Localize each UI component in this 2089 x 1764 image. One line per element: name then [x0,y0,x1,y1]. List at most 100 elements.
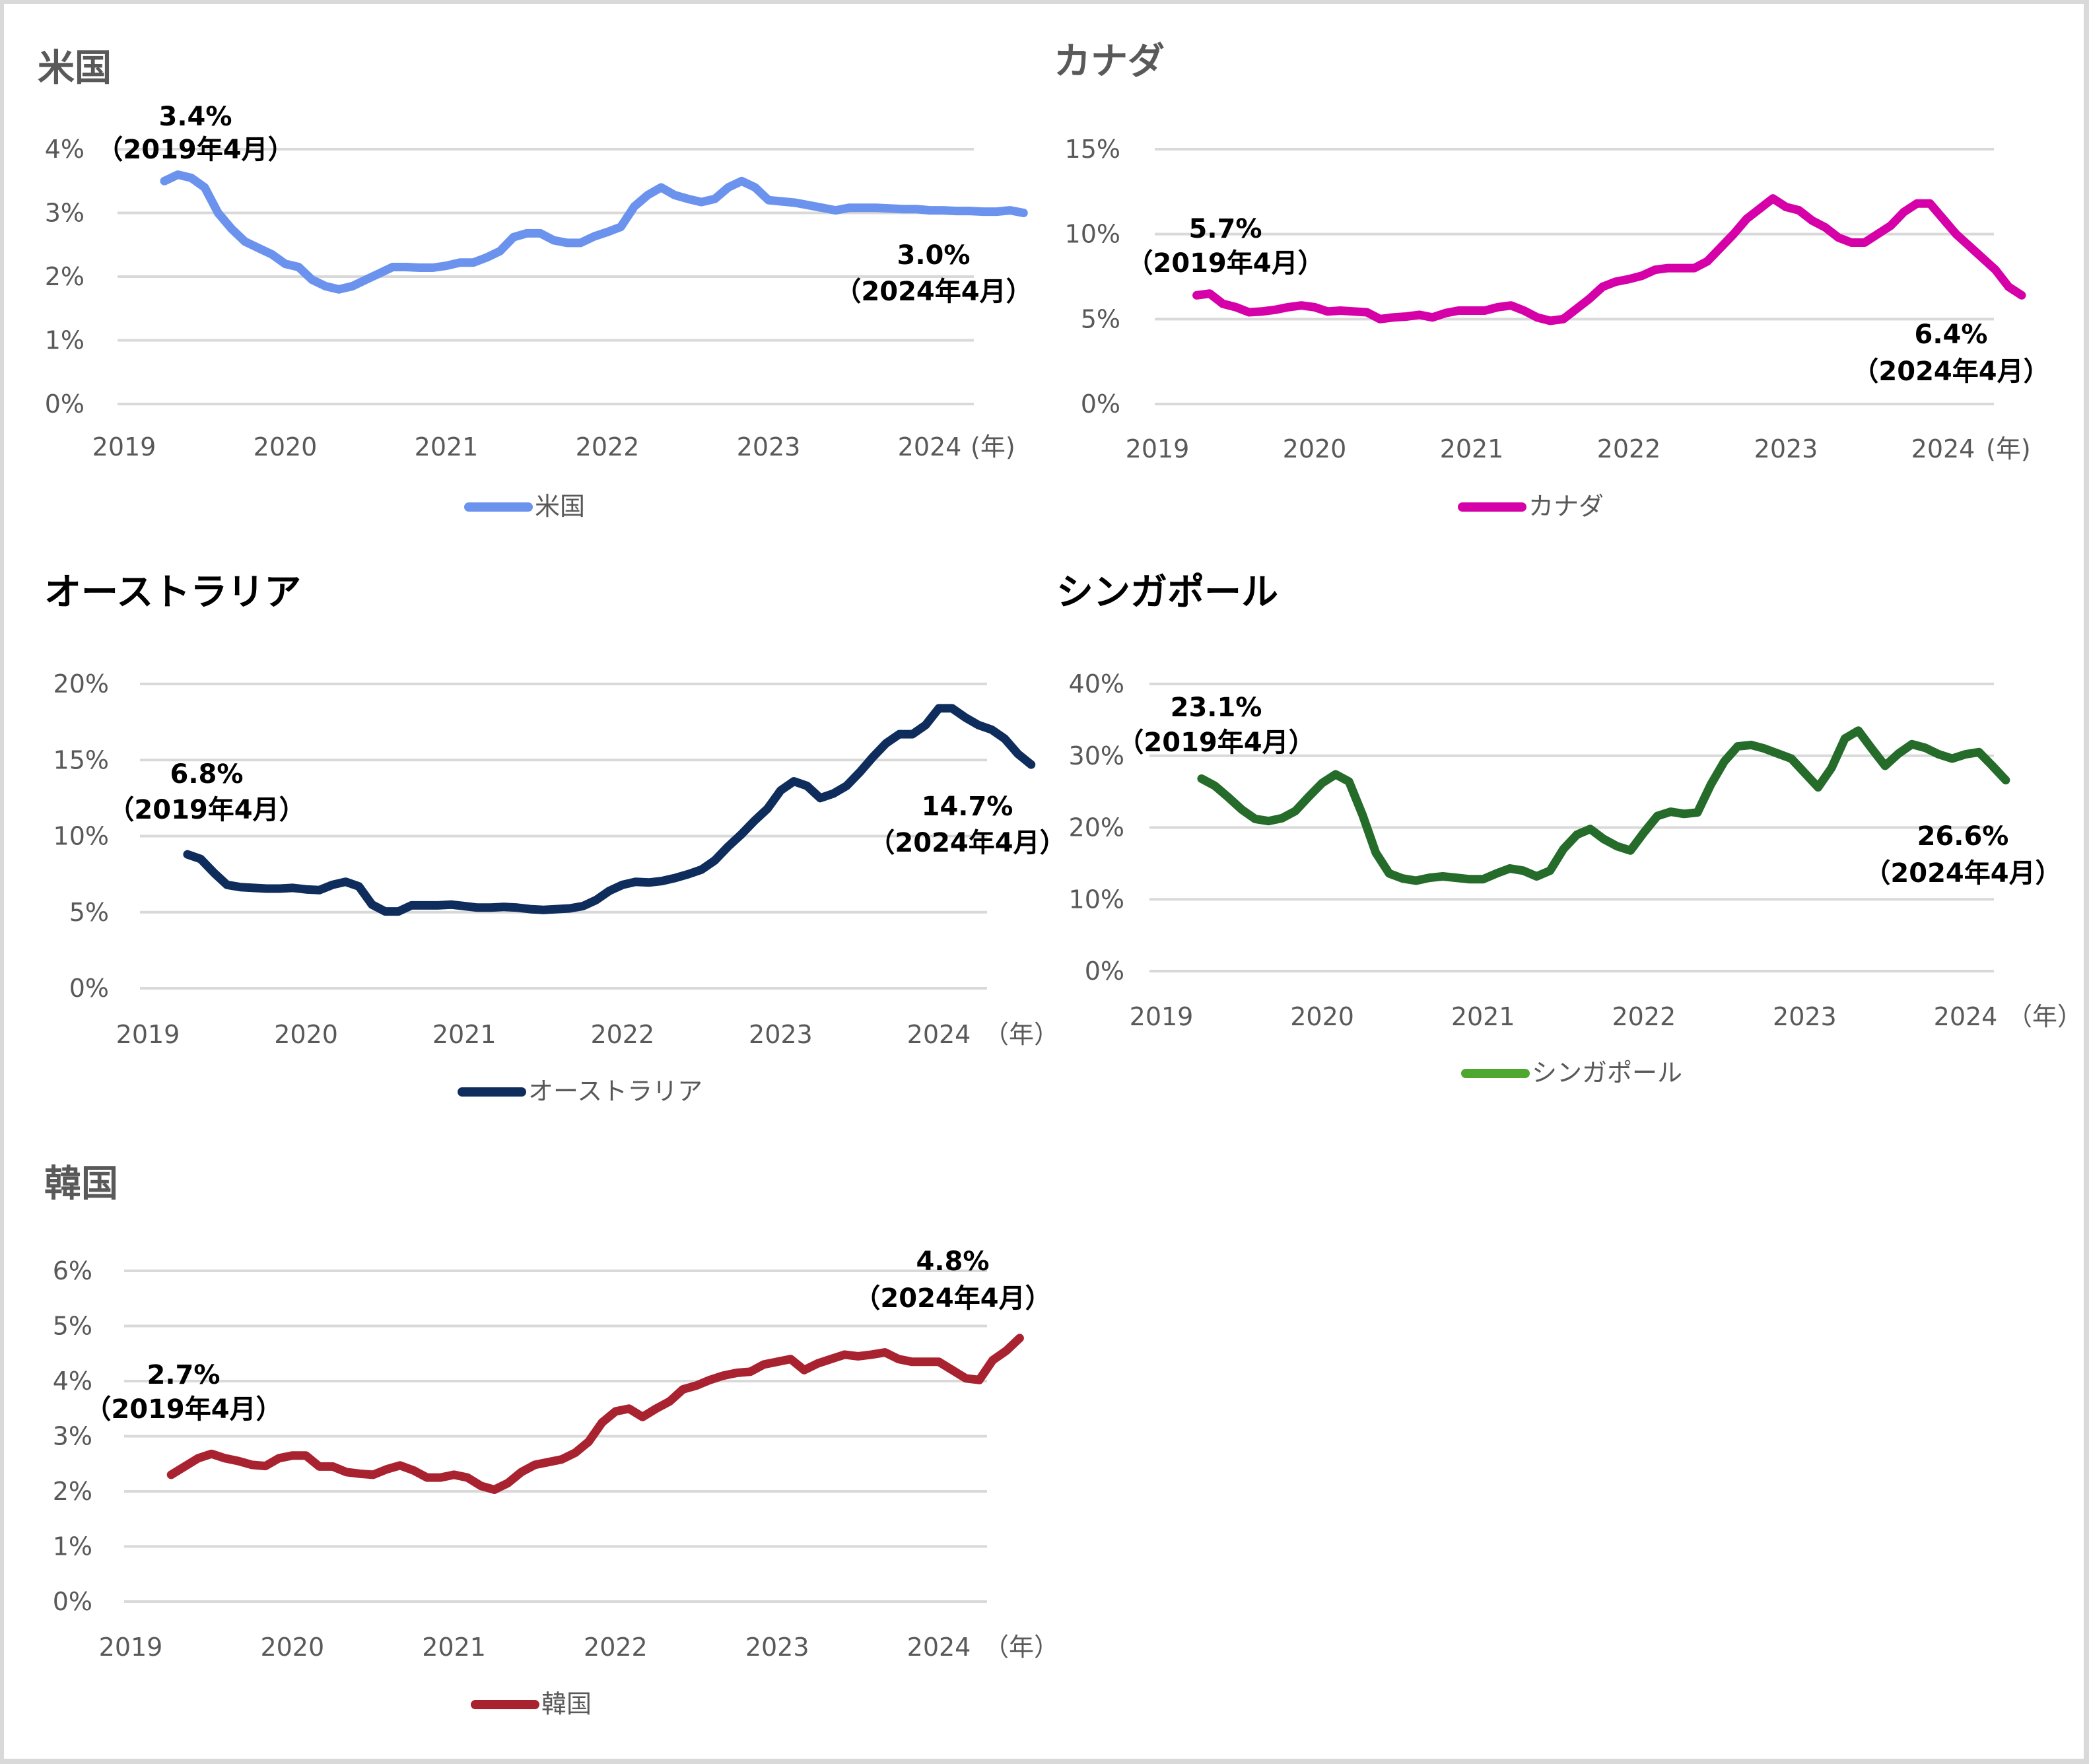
y-tick-label: 10% [1065,220,1120,249]
y-tick-label: 0% [53,1587,92,1616]
y-tick-label: 6% [53,1256,92,1285]
x-tick-label: 2022 [590,1020,654,1049]
y-tick-label: 2% [45,262,85,291]
x-tick-label: 2021 [1440,434,1504,463]
x-tick-label: 2021 [1451,1002,1515,1031]
data-label-value: 3.4% [159,102,232,132]
data-label-value: 5.7% [1189,214,1262,244]
y-tick-label: 0% [45,390,85,419]
y-tick-label: 0% [1081,390,1120,419]
y-tick-label: 4% [45,135,85,164]
x-tick-label: 2019 [92,432,156,461]
data-label-date: （2019年4月） [85,1394,282,1425]
data-label-date: （2019年4月） [1117,728,1315,758]
series-line-singapore [1197,726,2010,885]
data-label-value: 14.7% [922,792,1013,822]
y-tick-label: 3% [53,1422,92,1451]
y-tick-label: 0% [69,974,109,1003]
x-tick-label: 2023 [749,1020,813,1049]
x-tick-label: 2024 [898,432,962,461]
data-label-value: 6.4% [1915,320,1988,350]
chart-title-canada: カナダ [1054,40,1165,83]
x-tick-label: 2019 [1130,1002,1194,1031]
y-tick-label: 30% [1069,741,1124,770]
x-tick-label: 2023 [737,432,801,461]
data-label-value: 26.6% [1917,821,2009,852]
chart-us: 0% 1% 2% 3% 4% 2019 2020 2021 2022 2023 2024 (年) 3.4… [45,102,1033,521]
x-tick-label: 2019 [99,1633,163,1662]
y-tick-label: 0% [1085,957,1124,986]
series-line-australia [183,704,1036,916]
x-tick-label: 2022 [1612,1002,1676,1031]
data-label-date: （2024年4月） [1852,356,2049,387]
x-tick-label: 2023 [745,1633,809,1662]
chart-australia: 0% 5% 10% 15% 20% 2019 2020 2021 2022 2023 2024 （年）… [53,669,1066,1106]
x-tick-label: 2021 [422,1633,486,1662]
y-tick-label: 40% [1069,669,1124,698]
legend-label: オーストラリア [528,1077,702,1106]
x-tick-label: 2021 [432,1020,497,1049]
y-tick-label: 15% [53,745,109,774]
data-label-date: （2024年4月） [835,277,1032,307]
x-unit-label: （年） [984,1020,1059,1049]
x-unit-label: (年) [1986,434,2031,463]
y-tick-label: 20% [1069,813,1124,842]
y-tick-label: 5% [1081,304,1120,333]
y-tick-label: 15% [1065,135,1120,164]
legend-label: 米国 [535,492,585,521]
data-label-date: （2019年4月） [96,135,294,165]
x-tick-label: 2019 [1126,434,1190,463]
y-tick-label: 10% [53,822,109,851]
series-line-us [160,170,1028,294]
series-line-canada [1192,194,2026,325]
x-tick-label: 2021 [415,432,479,461]
chart-title-singapore: シンガポール [1056,571,1278,614]
x-tick-label: 2024 [907,1633,971,1662]
y-tick-label: 4% [53,1367,92,1396]
x-tick-label: 2020 [260,1633,324,1662]
legend-label: シンガポール [1532,1058,1682,1087]
data-label-date: （2019年4月） [108,795,305,825]
y-tick-label: 5% [53,1312,92,1341]
data-label-date: （2024年4月） [1864,858,2061,889]
y-tick-label: 3% [45,199,85,228]
chart-canada: 0% 5% 10% 15% 2019 2020 2021 2022 2023 2024 (年) 5.7… [1065,135,2050,521]
data-label-value: 6.8% [170,759,244,790]
x-tick-label: 2022 [576,432,640,461]
x-tick-label: 2019 [116,1020,180,1049]
x-tick-label: 2020 [1290,1002,1354,1031]
x-tick-label: 2022 [1597,434,1661,463]
data-label-date: （2019年4月） [1126,248,1324,279]
y-tick-label: 20% [53,669,109,698]
x-tick-label: 2023 [1754,434,1818,463]
y-tick-label: 10% [1069,885,1124,914]
x-unit-label: （年） [984,1633,1059,1662]
chart-korea: 0% 1% 2% 3% 4% 5% 6% 2019 2020 2021 2022 2023 2024 （年… [53,1246,1059,1718]
chart-title-us: 米国 [38,47,112,90]
x-tick-label: 2024 [907,1020,971,1049]
x-tick-label: 2024 [1911,434,1975,463]
x-unit-label: （年） [2007,1002,2082,1031]
x-tick-label: 2020 [254,432,318,461]
data-label-value: 3.0% [897,240,971,271]
x-unit-label: (年) [971,432,1015,461]
chart-singapore: 0% 10% 20% 30% 40% 2019 2020 2021 2022 2023 2024 （年… [1069,669,2082,1087]
chart-title-korea: 韓国 [44,1163,118,1205]
series-line-korea [166,1334,1024,1494]
y-tick-label: 2% [53,1477,92,1506]
x-tick-label: 2022 [584,1633,648,1662]
chart-title-australia: オーストラリア [44,571,302,614]
x-tick-label: 2024 [1934,1002,1998,1031]
data-label-value: 23.1% [1171,693,1262,723]
data-label-value: 2.7% [147,1360,221,1390]
x-tick-label: 2023 [1773,1002,1837,1031]
legend-label: 韓国 [541,1689,592,1718]
x-tick-label: 2020 [274,1020,338,1049]
data-label-value: 4.8% [916,1246,990,1277]
legend-label: カナダ [1528,492,1604,521]
data-label-date: （2024年4月） [868,828,1066,858]
y-tick-label: 5% [69,898,109,927]
data-label-date: （2024年4月） [854,1283,1051,1314]
y-tick-label: 1% [53,1532,92,1561]
